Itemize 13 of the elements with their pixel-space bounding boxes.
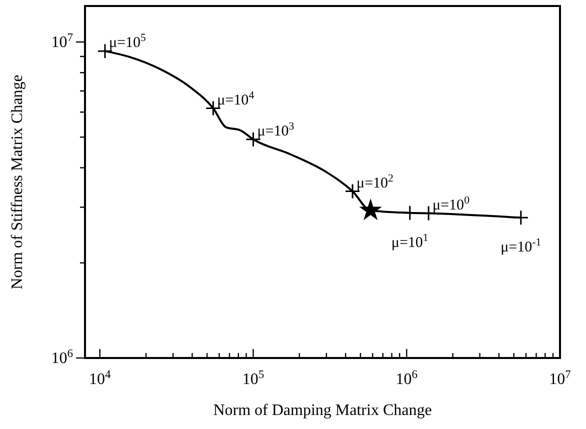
x-tick-label: 10$^{4}$ (88, 369, 111, 388)
x-tick-label: 10$^{5}$ (242, 369, 264, 388)
annotation: μ=10$^{2}$ (356, 172, 394, 192)
x-axis-title: Norm of Damping Matrix Change (213, 402, 432, 419)
x-tick-label: 10$^{6}$ (396, 369, 418, 388)
annotation: μ=10$^{-1}$ (500, 236, 542, 256)
annotation: μ=10$^{5}$ (108, 32, 146, 52)
annotation: μ=10$^{1}$ (391, 232, 428, 251)
x-tick-label: 10$^{7}$ (549, 369, 572, 388)
y-axis-title: Norm of Stiffness Matrix Change (9, 74, 26, 290)
annotation: μ=10$^{0}$ (432, 194, 470, 214)
annotation: μ=10$^{3}$ (257, 120, 294, 140)
annotation: μ=10$^{4}$ (217, 89, 255, 108)
